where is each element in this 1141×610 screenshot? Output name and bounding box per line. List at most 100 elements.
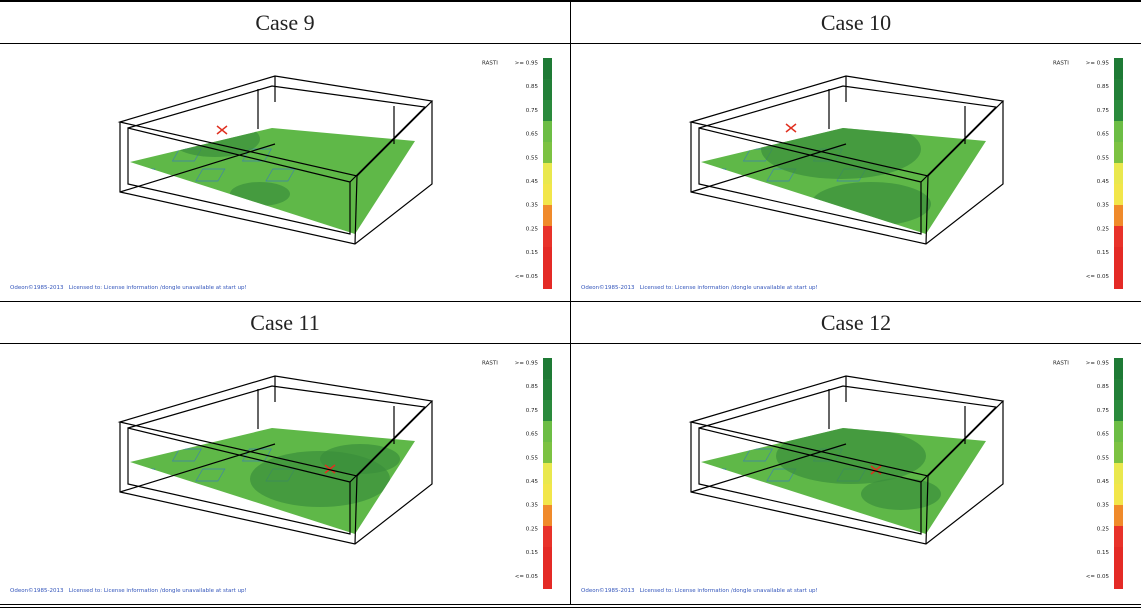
legend-swatch bbox=[1114, 142, 1123, 163]
legend-label: 0.75 bbox=[526, 108, 539, 114]
legend-label: 0.45 bbox=[526, 479, 539, 485]
legend-swatch bbox=[1114, 121, 1123, 142]
copyright: Odeon©1985-2013 Licensed to: License inf… bbox=[10, 587, 247, 594]
legend-label: 0.15 bbox=[526, 250, 539, 256]
legend-swatch bbox=[1114, 226, 1123, 247]
legend-swatch bbox=[543, 163, 552, 184]
legend-label: 0.25 bbox=[1097, 226, 1110, 232]
room-render: RASTI>= 0.950.850.750.650.550.450.350.25… bbox=[571, 344, 1141, 604]
legend-swatch bbox=[543, 268, 552, 289]
legend-label: 0.55 bbox=[526, 155, 539, 161]
legend-label: 0.25 bbox=[1097, 526, 1110, 532]
legend-label: 0.85 bbox=[1097, 384, 1110, 390]
legend-label: >= 0.95 bbox=[1086, 61, 1110, 67]
legend-swatch bbox=[543, 379, 552, 400]
legend-swatch bbox=[1114, 547, 1123, 568]
legend-swatch bbox=[543, 58, 552, 79]
legend-swatch bbox=[543, 100, 552, 121]
legend-label: 0.45 bbox=[526, 179, 539, 185]
figure-table: Case 9Case 10 RASTI >= 0.95 0.85 0.75 0.65 0.5… bbox=[0, 0, 1141, 608]
copyright: Odeon©1985-2013 Licensed to: License inf… bbox=[581, 284, 818, 291]
receiver bbox=[786, 124, 796, 132]
tile bbox=[102, 149, 131, 161]
legend-label: 0.75 bbox=[1097, 408, 1110, 414]
legend-label: 0.55 bbox=[526, 455, 539, 461]
legend-swatch bbox=[543, 247, 552, 268]
legend-swatch bbox=[1114, 442, 1123, 463]
legend-swatch bbox=[543, 568, 552, 589]
dark-zone bbox=[230, 182, 290, 206]
copyright: Odeon©1985-2013 Licensed to: License inf… bbox=[10, 284, 247, 291]
legend-swatch bbox=[543, 226, 552, 247]
legend-swatch bbox=[543, 442, 552, 463]
room-render: RASTI>= 0.950.850.750.650.550.450.350.25… bbox=[0, 44, 570, 301]
legend-label: 0.35 bbox=[526, 503, 539, 509]
legend-swatch bbox=[543, 205, 552, 226]
room-render: RASTI>= 0.950.850.750.650.550.450.350.25… bbox=[571, 44, 1141, 301]
legend-swatch bbox=[543, 142, 552, 163]
legend-swatch bbox=[1114, 379, 1123, 400]
legend-swatch bbox=[1114, 79, 1123, 100]
legend-swatch bbox=[543, 358, 552, 379]
dark-zone bbox=[320, 444, 400, 474]
legend-swatch bbox=[543, 184, 552, 205]
legend-swatch bbox=[543, 463, 552, 484]
legend-label: 0.75 bbox=[1097, 108, 1110, 114]
legend-label: 0.45 bbox=[1097, 179, 1110, 185]
legend-swatch bbox=[1114, 58, 1123, 79]
legend-label: <= 0.05 bbox=[1086, 574, 1110, 580]
legend-swatch bbox=[1114, 505, 1123, 526]
room-render: RASTI>= 0.950.850.750.650.550.450.350.25… bbox=[0, 344, 570, 604]
legend-label: 0.15 bbox=[1097, 550, 1110, 556]
legend-label: 0.15 bbox=[1097, 250, 1110, 256]
legend-label: <= 0.05 bbox=[515, 574, 539, 580]
legend-swatch bbox=[1114, 100, 1123, 121]
tile bbox=[697, 469, 726, 481]
image-row: RASTI >= 0.95 0.85 0.75 0.65 0.55 0.45 0.35 0.25… bbox=[0, 344, 1141, 605]
tile bbox=[102, 449, 131, 461]
legend-title: RASTI bbox=[1053, 61, 1069, 67]
legend-label: 0.65 bbox=[1097, 132, 1110, 138]
legend-label: 0.15 bbox=[526, 550, 539, 556]
legend-label: 0.55 bbox=[1097, 155, 1110, 161]
legend-swatch bbox=[1114, 526, 1123, 547]
case-title: Case 9 bbox=[0, 2, 570, 44]
case-title: Case 11 bbox=[0, 302, 570, 344]
tile bbox=[673, 449, 702, 461]
floor-patches bbox=[673, 428, 941, 510]
dark-zone bbox=[776, 428, 926, 484]
tile bbox=[126, 469, 155, 481]
case-title: Case 12 bbox=[570, 302, 1141, 344]
header-row: Case 11Case 12 bbox=[0, 302, 1141, 344]
receiver bbox=[217, 126, 227, 134]
legend-label: 0.55 bbox=[1097, 455, 1110, 461]
legend-swatch bbox=[1114, 268, 1123, 289]
legend-swatch bbox=[1114, 568, 1123, 589]
legend-label: 0.25 bbox=[526, 226, 539, 232]
legend-label: 0.65 bbox=[526, 132, 539, 138]
legend-swatch bbox=[1114, 400, 1123, 421]
legend-label: 0.25 bbox=[526, 526, 539, 532]
legend-swatch bbox=[1114, 463, 1123, 484]
legend-swatch bbox=[1114, 163, 1123, 184]
legend-swatch bbox=[543, 421, 552, 442]
tile bbox=[126, 169, 155, 181]
legend-swatch bbox=[543, 484, 552, 505]
legend-label: >= 0.95 bbox=[515, 61, 539, 67]
legend-swatch bbox=[543, 505, 552, 526]
dark-zone bbox=[861, 478, 941, 510]
legend-swatch bbox=[543, 400, 552, 421]
copyright: Odeon©1985-2013 Licensed to: License inf… bbox=[581, 587, 818, 594]
legend-label: 0.35 bbox=[526, 203, 539, 209]
legend-title: RASTI bbox=[482, 361, 498, 367]
legend-swatch bbox=[1114, 484, 1123, 505]
case-title: Case 10 bbox=[570, 2, 1141, 44]
legend-label: >= 0.95 bbox=[515, 361, 539, 367]
legend-label: 0.65 bbox=[526, 432, 539, 438]
legend-label: 0.65 bbox=[1097, 432, 1110, 438]
legend-title: RASTI bbox=[1053, 361, 1069, 367]
legend-swatch bbox=[543, 547, 552, 568]
